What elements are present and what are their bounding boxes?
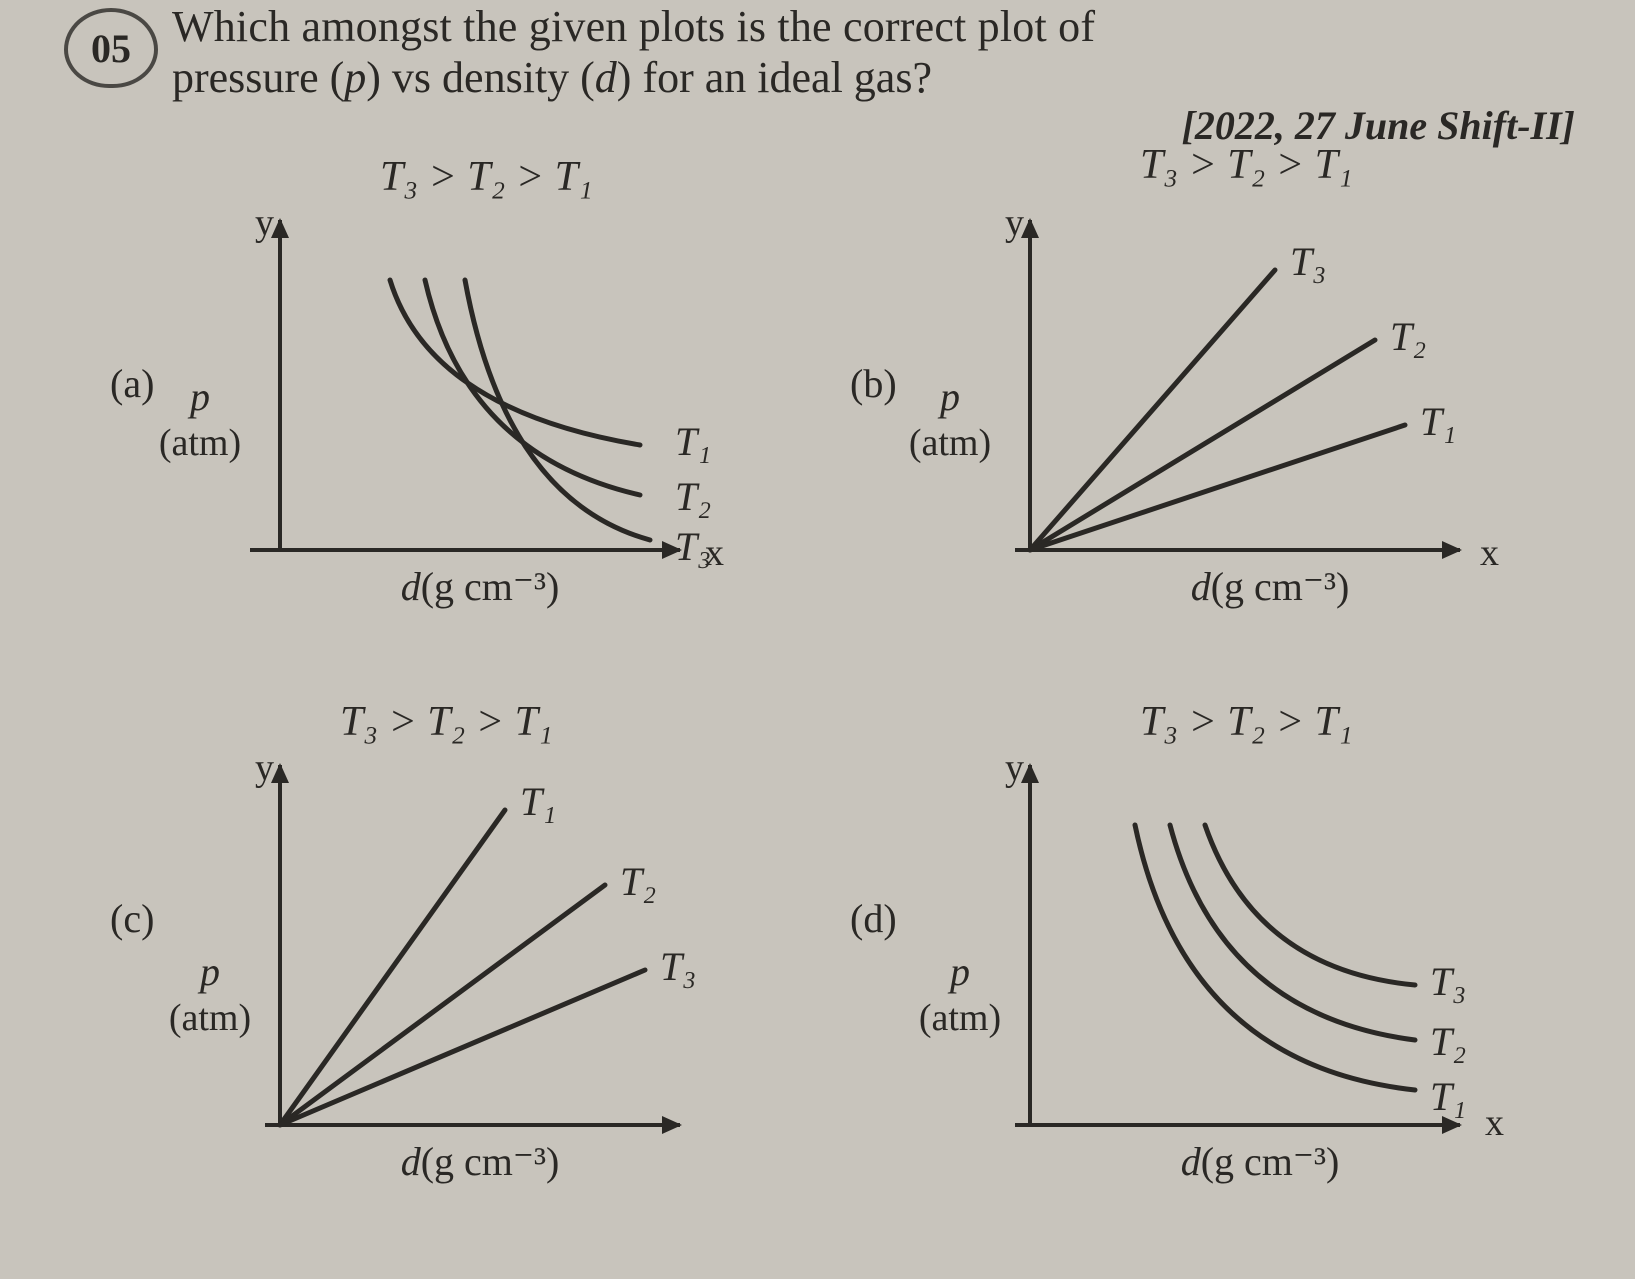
option-b-cell: (b) T₃ > T₂ > T₁ y p (atm) T₃ T₂ T₁ (840, 150, 1600, 695)
plot-a-curve-t3 (465, 280, 650, 540)
plot-b-line-t2 (1030, 340, 1375, 550)
plot-c-xlab: d(g cm⁻³) (401, 1139, 560, 1184)
plot-a-curve-t2 (425, 280, 640, 495)
plot-d: T₃ > T₂ > T₁ y p (atm) T₃ T₂ T₁ x (840, 695, 1600, 1235)
option-label-a: (a) (110, 360, 154, 407)
plot-d-xlab: d(g cm⁻³) (1181, 1139, 1340, 1184)
plot-d-ylab-atm: (atm) (919, 997, 1001, 1039)
plot-a-tag-t1: T₁ (675, 419, 711, 464)
question-number-badge: 05 (64, 8, 158, 88)
option-d-cell: (d) T₃ > T₂ > T₁ y p (atm) T₃ T₂ T₁ (840, 695, 1600, 1240)
plot-a-xlab: d(g cm⁻³) (401, 564, 560, 609)
plot-a-curve-t1 (390, 280, 640, 445)
plot-c-ylab-atm: (atm) (169, 997, 251, 1039)
plot-d-tag-t1: T₁ (1430, 1074, 1466, 1119)
plot-d-curve-t1 (1135, 825, 1415, 1090)
plot-d-curve-t3 (1205, 825, 1415, 985)
page: 05 Which amongst the given plots is the … (0, 0, 1635, 1279)
plot-b: T₃ > T₂ > T₁ y p (atm) T₃ T₂ T₁ x (840, 150, 1600, 670)
plot-a-tag-t2: T₂ (675, 474, 711, 519)
plot-b-tag-t2: T₂ (1390, 314, 1426, 359)
plot-d-tag-t3: T₃ (1430, 959, 1466, 1004)
question-line-1: Which amongst the given plots is the cor… (172, 2, 1592, 53)
question-line-2: pressure (p) vs density (d) for an ideal… (172, 53, 1592, 104)
question-text: Which amongst the given plots is the cor… (172, 2, 1592, 103)
plot-b-tag-t1: T₁ (1420, 399, 1456, 444)
plot-d-curve-t2 (1170, 825, 1415, 1040)
plot-b-title: T₃ > T₂ > T₁ (1140, 150, 1353, 188)
plot-d-title: T₃ > T₂ > T₁ (1140, 699, 1353, 745)
plot-c: T₃ > T₂ > T₁ y p (atm) T₁ T₂ T₃ (80, 695, 840, 1235)
option-label-b: (b) (850, 360, 897, 407)
plot-b-xlab: d(g cm⁻³) (1191, 564, 1350, 609)
question-citation: [2022, 27 June Shift-II] (1182, 102, 1575, 149)
plot-b-ylab-atm: (atm) (909, 422, 991, 464)
plot-a: T₃ > T₂ > T₁ y p (atm) T₁ T₂ (80, 150, 840, 670)
plot-c-ylab-p: p (197, 949, 220, 994)
option-a-cell: (a) T₃ > T₂ > T₁ y p (atm) (80, 150, 840, 695)
plot-a-ylab-p: p (187, 374, 210, 419)
plot-b-tag-t3: T₃ (1290, 239, 1326, 284)
plot-b-x-letter: x (1480, 532, 1499, 574)
plot-c-tag-t3: T₃ (660, 944, 696, 989)
option-label-d: (d) (850, 895, 897, 942)
option-label-c: (c) (110, 895, 154, 942)
plot-a-title: T₃ > T₂ > T₁ (380, 154, 593, 200)
plot-c-tag-t2: T₂ (620, 859, 656, 904)
plot-a-x-letter: x (705, 532, 724, 574)
plot-c-title: T₃ > T₂ > T₁ (340, 699, 553, 745)
plot-d-x-letter: x (1485, 1102, 1504, 1144)
plot-b-ylab-p: p (937, 374, 960, 419)
plots-grid: (a) T₃ > T₂ > T₁ y p (atm) (80, 150, 1600, 1240)
plot-d-tag-t2: T₂ (1430, 1019, 1466, 1064)
plot-c-tag-t1: T₁ (520, 779, 556, 824)
question-number: 05 (91, 25, 131, 72)
plot-d-ylab-p: p (947, 949, 970, 994)
option-c-cell: (c) T₃ > T₂ > T₁ y p (atm) T₁ T₂ T₃ (80, 695, 840, 1240)
plot-a-ylab-atm: (atm) (159, 422, 241, 464)
